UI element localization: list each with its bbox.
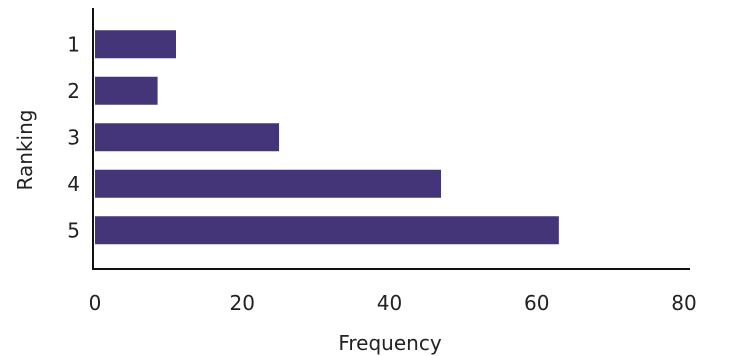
x-tick-label: 20	[230, 291, 255, 315]
y-tick-labels: 1 2 3 4 5	[67, 32, 80, 242]
x-axis-title: Frequency	[338, 331, 441, 355]
y-tick-label: 2	[67, 79, 80, 103]
bars-group	[95, 30, 559, 245]
x-tick-label: 60	[524, 291, 549, 315]
bar-5	[95, 216, 559, 245]
y-tick-label: 5	[67, 218, 80, 242]
bar-4	[95, 169, 442, 198]
y-tick-label: 1	[67, 32, 80, 56]
y-tick-label: 4	[67, 172, 80, 196]
x-tick-labels: 0 20 40 60 80	[89, 291, 697, 315]
bar-1	[95, 30, 176, 59]
y-tick-label: 3	[67, 125, 80, 149]
bar-3	[95, 123, 280, 152]
x-tick-label: 0	[89, 291, 102, 315]
y-axis-title: Ranking	[13, 110, 37, 191]
x-tick-label: 40	[377, 291, 402, 315]
x-tick-label: 80	[671, 291, 696, 315]
bar-2	[95, 76, 158, 105]
